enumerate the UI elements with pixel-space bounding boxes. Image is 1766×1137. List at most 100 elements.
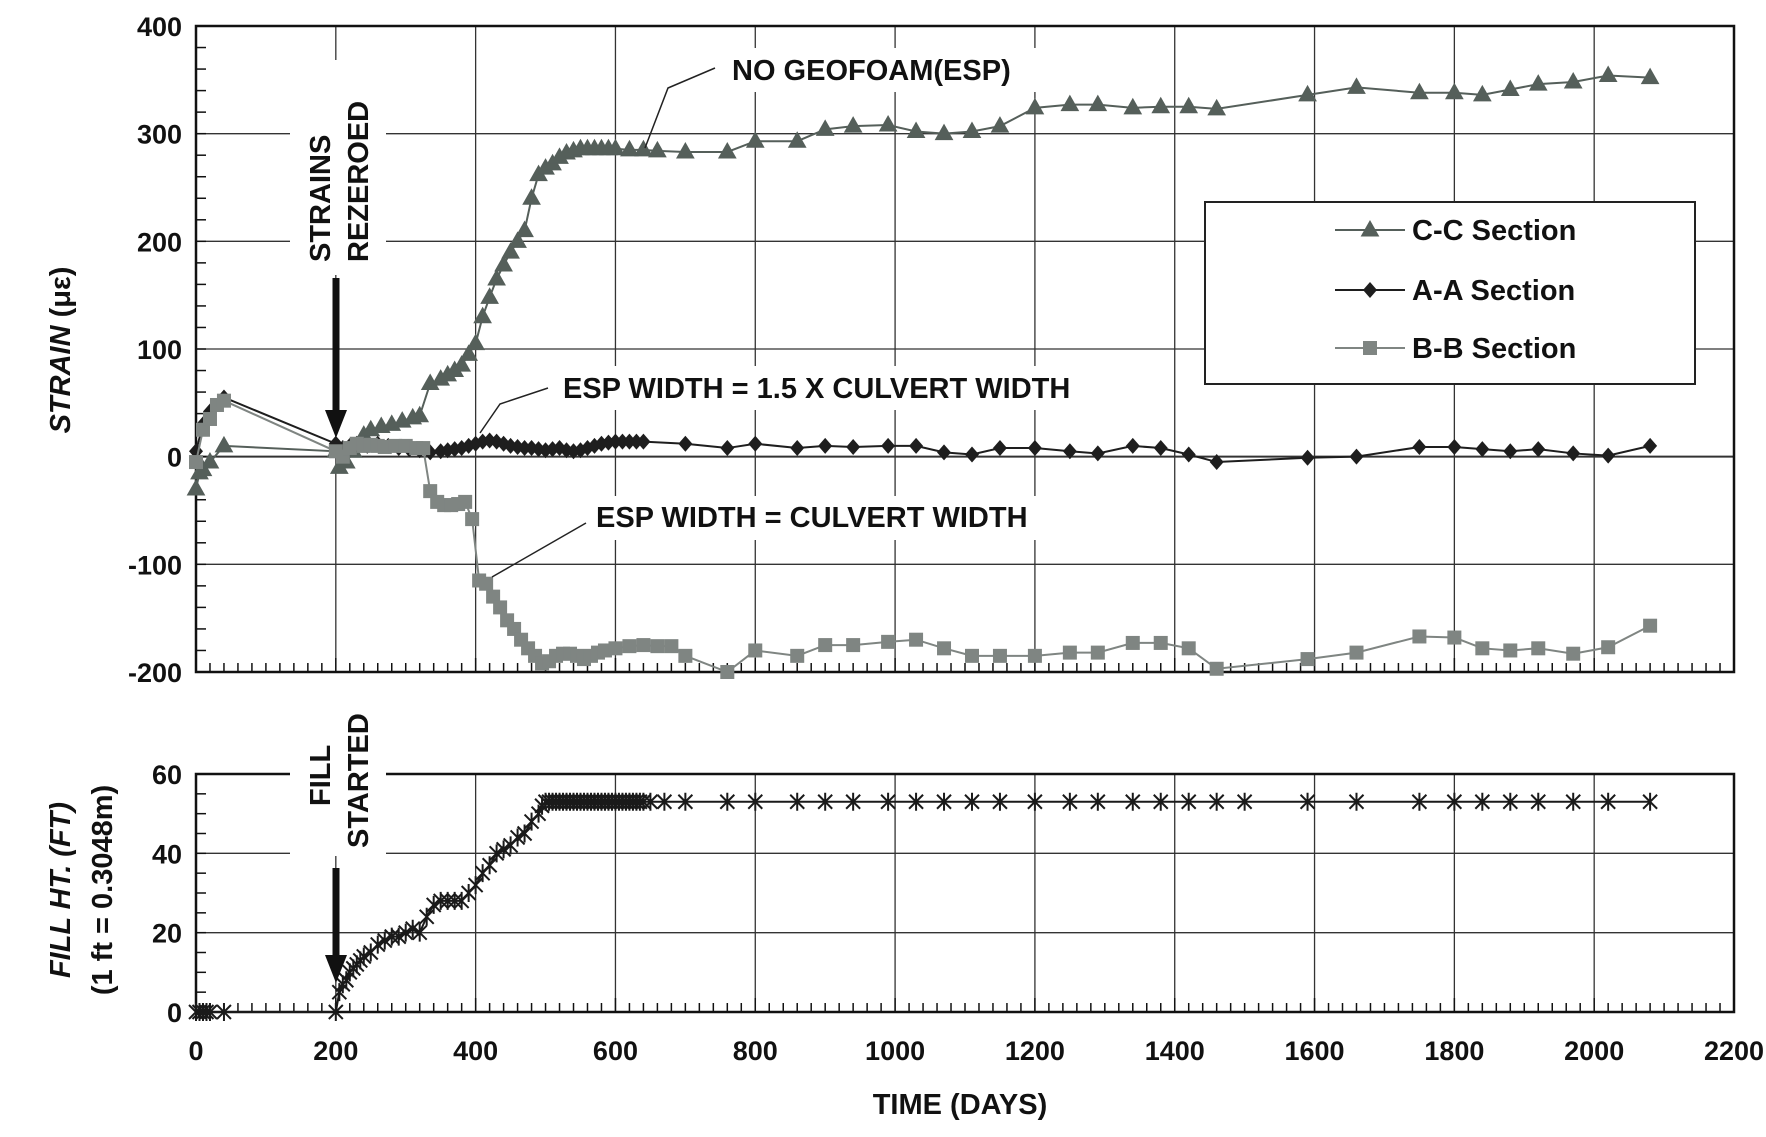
cc-section-point: [480, 287, 499, 304]
strain-ytick-label: 100: [137, 335, 182, 365]
bb-section-point: [202, 411, 217, 426]
cc-section-point: [508, 231, 527, 248]
bb-section-point: [479, 576, 494, 591]
fill-height-point: [495, 840, 512, 859]
strain-ytick-label: 200: [137, 227, 182, 257]
axis-labels: 0 200 400 600 800 1000 1200 1400 1600 1800 2000 220…: [188, 1036, 1764, 1066]
time-xtick-label: 800: [733, 1036, 778, 1066]
esp-1-leader: [491, 522, 587, 578]
strain-axis-title-unit: (με): [45, 267, 77, 318]
aa-section-point: [1412, 438, 1427, 455]
time-xtick-label: 0: [188, 1036, 203, 1066]
time-xtick-label: 1000: [865, 1036, 925, 1066]
bb-section-point: [678, 648, 693, 663]
legend-items: [1335, 219, 1405, 355]
cc-section-point: [522, 188, 541, 205]
legend-swatch-marker-cc-section: [1360, 219, 1380, 237]
cc-section-point: [1500, 79, 1520, 97]
cc-section-point: [186, 478, 206, 496]
cc-section-point: [1445, 82, 1464, 100]
aa-section-point: [720, 440, 735, 457]
aa-section-point: [992, 440, 1007, 457]
bb-section-point: [1447, 630, 1462, 645]
cc-section-point: [1025, 97, 1045, 115]
time-xtick-label: 1800: [1424, 1036, 1484, 1066]
bb-section-point: [664, 639, 679, 654]
bb-section-point: [1531, 641, 1546, 656]
rezeroed-label-bg: [290, 60, 386, 275]
bb-section-point: [486, 589, 501, 604]
aa-section-point: [678, 435, 693, 452]
bb-section-point: [937, 641, 952, 656]
cc-section-point: [787, 131, 807, 148]
rezeroed-label-line2: REZEROED: [343, 101, 375, 262]
aa-section-point: [909, 437, 924, 454]
fill-height-point: [391, 927, 407, 946]
fill-ytick-label: 20: [152, 919, 182, 949]
bb-section-point: [964, 648, 979, 663]
aa-section-point: [937, 444, 952, 461]
aa-section-point: [790, 440, 805, 457]
cc-section-point: [1179, 96, 1199, 114]
aa-section-point: [1090, 445, 1105, 462]
rezeroed-arrow-head: [325, 410, 347, 438]
fill-height-point: [412, 923, 428, 942]
cc-section-point: [745, 131, 765, 148]
cc-section-point: [473, 306, 492, 324]
fill-height-point: [405, 919, 421, 938]
cc-section-point: [934, 123, 954, 141]
cc-section-point: [634, 139, 653, 157]
bb-section-point: [909, 632, 924, 647]
aa-section-point: [748, 435, 763, 452]
fill-height-line: [196, 800, 1651, 1013]
cc-section-point: [606, 138, 625, 156]
bb-section-point: [881, 634, 896, 649]
fill-started-label-bg: [290, 682, 386, 856]
bb-section-point: [1566, 646, 1581, 661]
fill-started-arrow-head: [325, 955, 347, 983]
legend-label-cc: C-C Section: [1412, 215, 1576, 247]
no-geofoam-label: NO GEOFOAM(ESP): [732, 55, 1011, 87]
aa-section-point: [1601, 447, 1616, 464]
strain-axis-title: STRAIN (με): [45, 267, 77, 434]
fill-height-point: [377, 931, 393, 950]
rezeroed-label-line1: STRAINS: [305, 135, 337, 262]
strain-ytick-label: 400: [137, 12, 182, 42]
time-xtick-label: 2000: [1564, 1036, 1624, 1066]
cc-section-point: [410, 405, 430, 423]
bb-section-point: [1475, 641, 1490, 656]
fill-ytick-label: 60: [152, 760, 182, 790]
strain-ytick-label: 300: [137, 120, 182, 150]
bb-section-point: [458, 494, 473, 509]
fill-height-point: [198, 1003, 215, 1021]
cc-section-point: [1207, 98, 1227, 116]
bb-section-point: [1181, 641, 1196, 656]
cc-section-point: [878, 115, 898, 132]
esp-1-label: ESP WIDTH = CULVERT WIDTH: [596, 502, 1028, 534]
aa-section-point: [1475, 441, 1490, 458]
cc-section-point: [1060, 94, 1080, 112]
fill-height-point: [488, 844, 505, 863]
cc-section-point: [1088, 94, 1108, 112]
esp-1-label-bg: [590, 496, 1100, 540]
time-xtick-label: 600: [593, 1036, 638, 1066]
bb-section-point: [1090, 645, 1105, 660]
legend-swatch-marker-bb-section: [1363, 341, 1377, 355]
cc-section-point: [1298, 84, 1317, 102]
cc-section-point: [501, 242, 520, 259]
legend-box: [1204, 201, 1696, 385]
bb-section-point: [416, 441, 431, 456]
cc-section-point: [494, 255, 513, 272]
bb-section-point: [1300, 652, 1315, 667]
esp-15-label-bg: [558, 366, 1158, 410]
cc-section-point: [1123, 97, 1143, 115]
esp-15-leader: [479, 387, 549, 434]
bb-section-point: [720, 665, 735, 679]
cc-section-point: [620, 139, 639, 157]
bb-section-point: [189, 455, 203, 470]
fill-height-point: [398, 923, 414, 942]
bb-section-point: [608, 641, 623, 656]
time-axis-title: TIME (DAYS): [873, 1089, 1048, 1121]
aa-section-point: [1531, 441, 1546, 458]
bb-section-point: [846, 638, 861, 653]
